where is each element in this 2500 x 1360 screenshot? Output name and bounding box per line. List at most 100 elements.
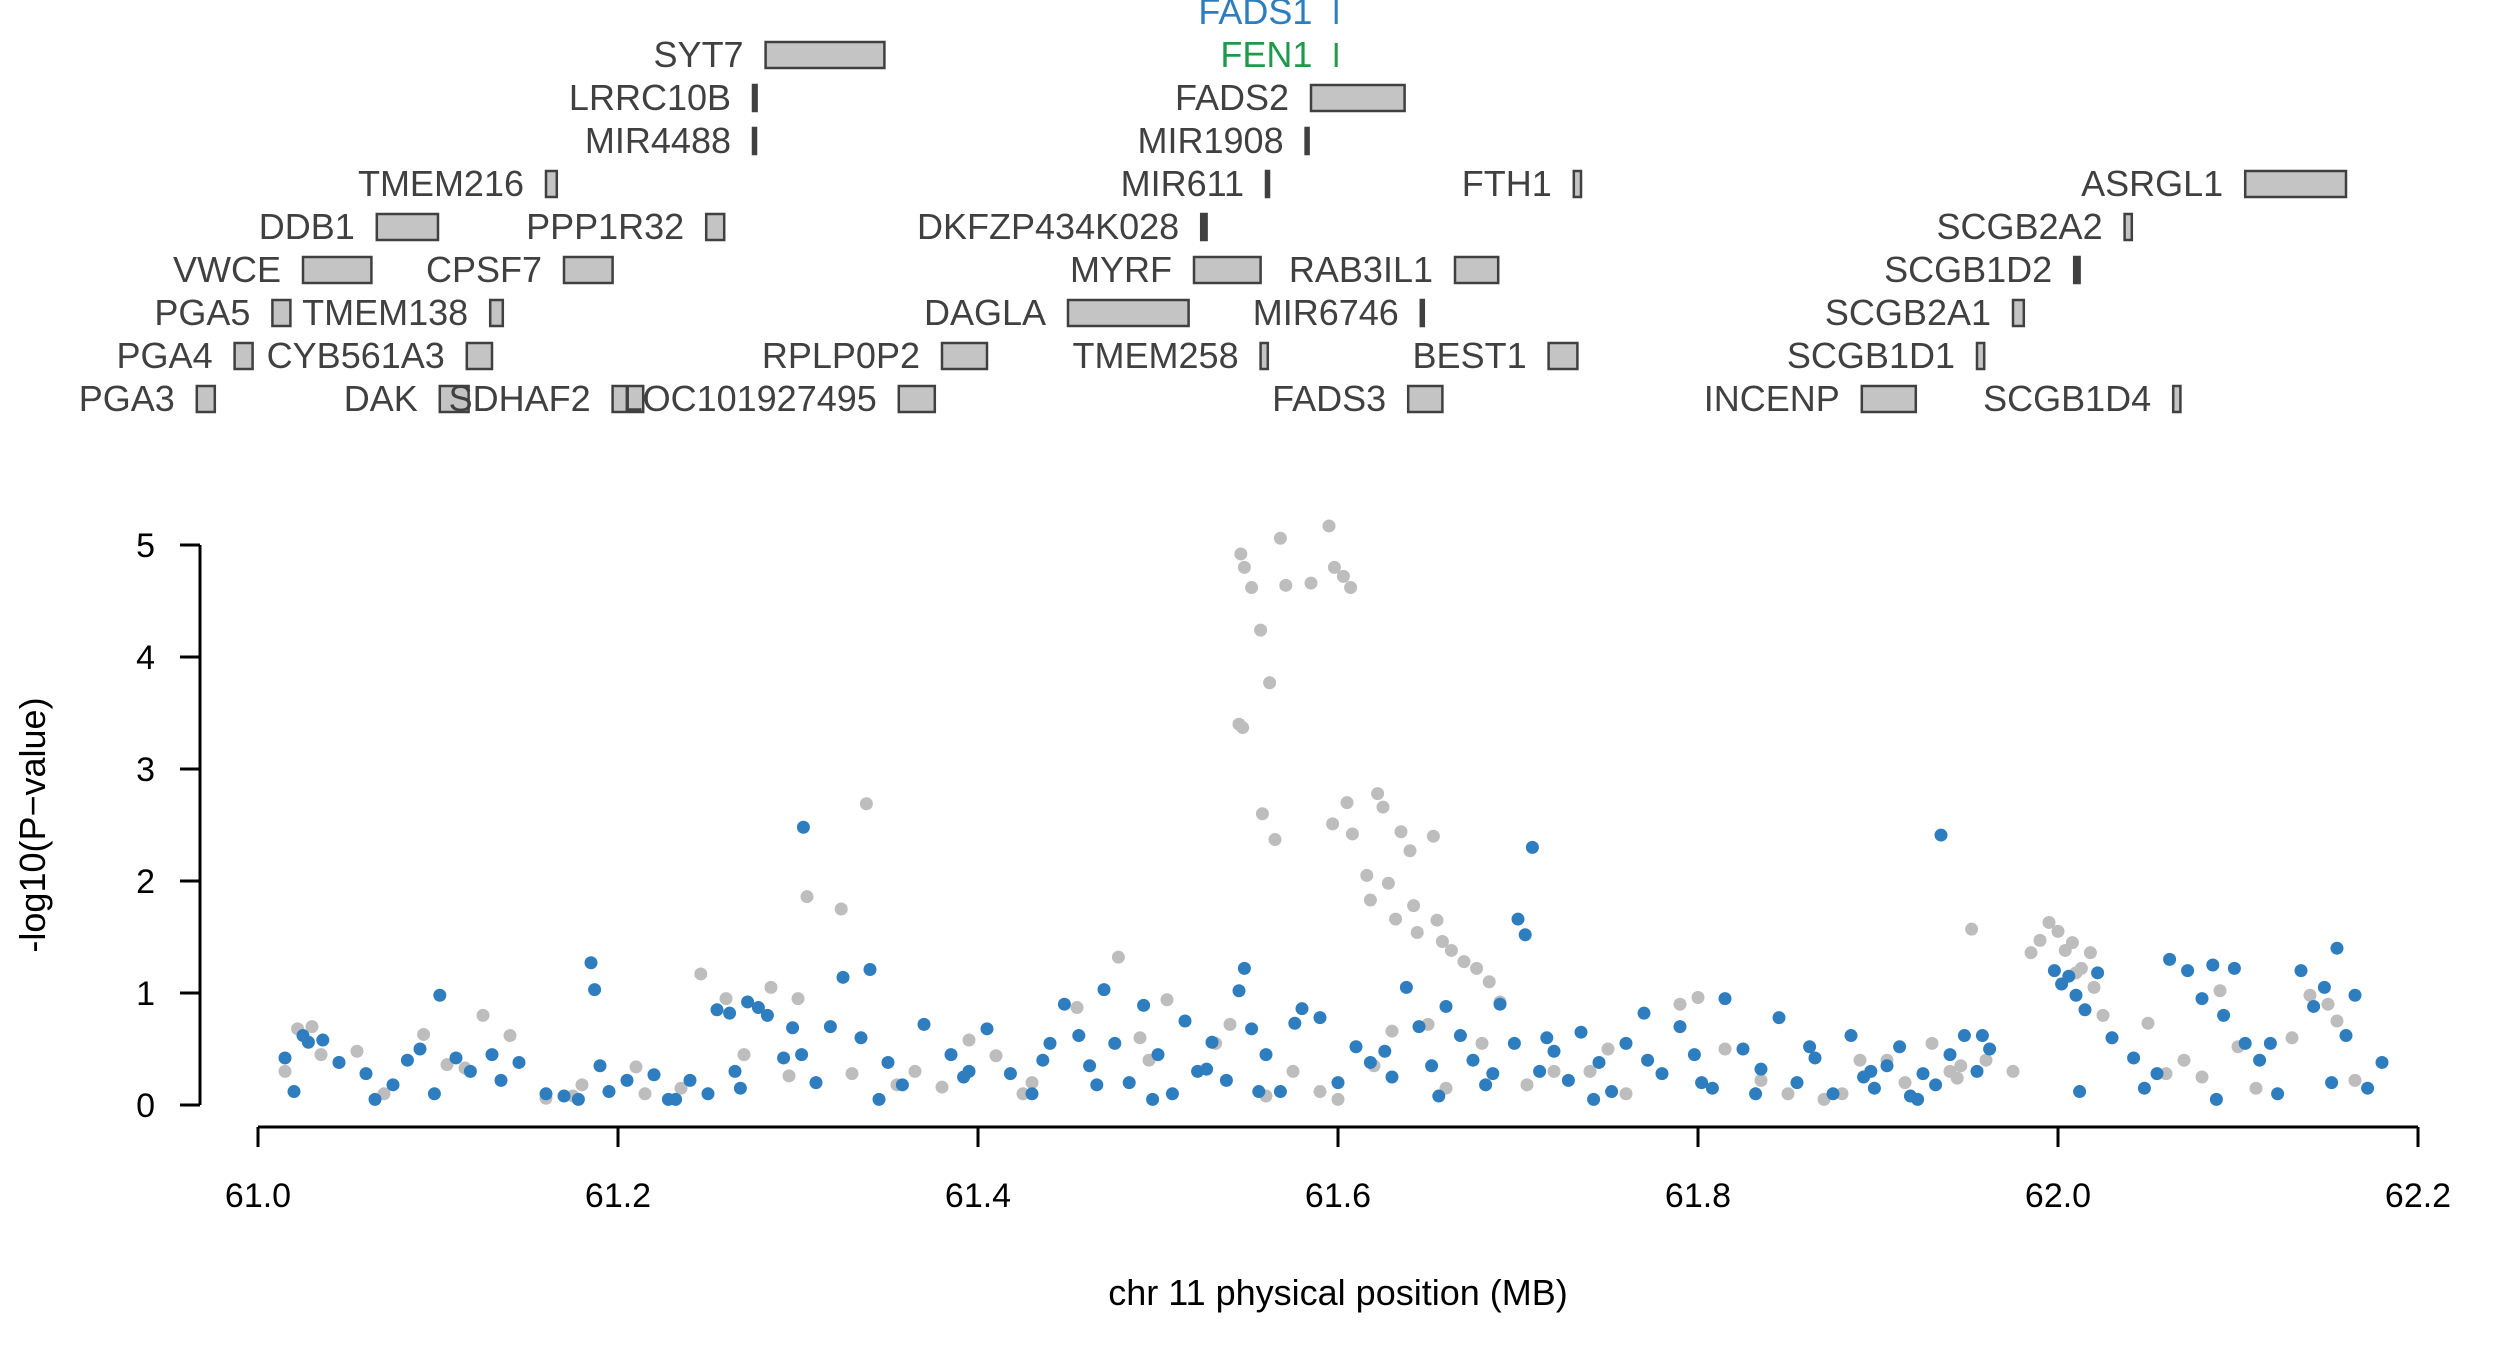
data-point-grey: [440, 1058, 454, 1072]
data-point-blue: [1295, 1002, 1309, 1016]
gene-label-fen1: FEN1: [1220, 34, 1312, 75]
data-point-grey: [2033, 933, 2047, 947]
data-point-blue: [2127, 1051, 2141, 1065]
data-point-blue: [620, 1073, 634, 1087]
data-point-grey: [1133, 1031, 1147, 1045]
gene-box-best1: [1547, 341, 1579, 371]
data-point-grey: [1925, 1036, 1939, 1050]
gene-label-mir6746: MIR6746: [1253, 292, 1399, 333]
data-point-grey: [962, 1033, 976, 1047]
data-point-blue: [296, 1029, 310, 1043]
data-point-grey: [1954, 1059, 1968, 1073]
data-point-blue: [1412, 1020, 1426, 1034]
data-point-grey: [1223, 1017, 1237, 1031]
gene-box-tmem216: [544, 169, 559, 199]
gene-box-scgb1d4: [2171, 384, 2182, 414]
data-point-grey: [1435, 934, 1449, 948]
gene-label-dak: DAK: [344, 378, 418, 419]
data-point-grey: [1070, 1001, 1084, 1015]
gene-label-best1: BEST1: [1413, 335, 1527, 376]
data-point-blue: [1808, 1051, 1822, 1065]
gene-label-tmem258: TMEM258: [1073, 335, 1239, 376]
data-point-grey: [782, 1069, 796, 1083]
data-point-blue: [1232, 984, 1246, 998]
data-point-blue: [723, 1006, 737, 1020]
data-point-grey: [1583, 1064, 1597, 1078]
data-point-blue: [1507, 1036, 1521, 1050]
gene-label-pga3: PGA3: [79, 378, 175, 419]
data-point-blue: [1695, 1076, 1709, 1090]
data-point-grey: [2177, 1053, 2191, 1067]
x-tick-label: 61.4: [945, 1177, 1011, 1215]
y-tick-label: 5: [136, 527, 155, 565]
data-point-blue: [1790, 1076, 1804, 1090]
data-point-blue: [2069, 988, 2083, 1002]
gene-label-asrgl1: ASRGL1: [2081, 163, 2223, 204]
gene-label-loc101927495: LOC101927495: [623, 378, 877, 419]
data-point-grey: [1389, 912, 1403, 926]
data-point-grey: [935, 1080, 949, 1094]
gene-label-rab3il1: RAB3IL1: [1289, 249, 1433, 290]
data-point-blue: [795, 1048, 809, 1062]
x-tick-label: 61.0: [225, 1177, 291, 1215]
data-point-grey: [2065, 936, 2079, 950]
gene-label-incenp: INCENP: [1704, 378, 1840, 419]
gene-label-tmem216: TMEM216: [358, 163, 524, 204]
data-point-blue: [1165, 1087, 1179, 1101]
data-point-grey: [1376, 800, 1390, 814]
gene-box-fads2: [1309, 83, 1406, 113]
y-tick-label: 2: [136, 863, 155, 901]
data-point-blue: [1432, 1089, 1446, 1103]
data-point-blue: [1200, 1062, 1214, 1076]
data-point-grey: [1965, 922, 1979, 936]
data-point-grey: [2087, 980, 2101, 994]
data-point-blue: [1453, 1029, 1467, 1043]
gene-box-rab3il1: [1453, 255, 1500, 285]
data-point-grey: [1160, 993, 1174, 1007]
data-point-blue: [2163, 952, 2177, 966]
data-point-blue: [1605, 1085, 1619, 1099]
gene-label-lrrc10b: LRRC10B: [569, 77, 731, 118]
data-point-blue: [1826, 1087, 1840, 1101]
data-point-blue: [1772, 1011, 1786, 1025]
data-point-grey: [1754, 1073, 1768, 1087]
gene-box-lrrc10b: [751, 83, 758, 113]
data-point-grey: [278, 1064, 292, 1078]
data-point-blue: [494, 1073, 508, 1087]
data-point-blue: [917, 1017, 931, 1031]
data-point-grey: [1268, 833, 1282, 847]
data-point-grey: [1286, 1064, 1300, 1078]
data-point-blue: [2062, 969, 2076, 983]
data-point-blue: [796, 820, 810, 834]
data-point-blue: [2105, 1031, 2119, 1045]
gene-label-mir611: MIR611: [1121, 163, 1244, 204]
data-point-blue: [2078, 1003, 2092, 1017]
gene-box-dak: [438, 384, 470, 414]
gene-label-ddb1: DDB1: [259, 206, 355, 247]
data-point-grey: [1475, 1036, 1489, 1050]
data-point-blue: [2361, 1081, 2375, 1095]
data-point-grey: [2285, 1031, 2299, 1045]
data-point-grey: [908, 1064, 922, 1078]
data-point-grey: [1344, 581, 1358, 595]
gene-box-tmem258: [1259, 341, 1270, 371]
data-point-grey: [1691, 990, 1705, 1004]
data-point-blue: [2307, 999, 2321, 1013]
data-point-blue: [316, 1033, 330, 1047]
data-point-grey: [989, 1049, 1003, 1063]
data-point-blue: [1385, 1070, 1399, 1084]
data-point-grey: [1430, 913, 1444, 927]
data-point-blue: [1219, 1073, 1233, 1087]
data-point-grey: [1979, 1053, 1993, 1067]
data-point-blue: [386, 1078, 400, 1092]
data-point-blue: [1378, 1044, 1392, 1058]
gene-box-myrf: [1192, 255, 1262, 285]
data-point-grey: [1457, 955, 1471, 969]
data-point-blue: [1970, 1064, 1984, 1078]
data-point-blue: [786, 1021, 800, 1035]
gene-label-vwce: VWCE: [173, 249, 281, 290]
data-point-blue: [1916, 1067, 1930, 1081]
gene-box-pga5: [271, 298, 292, 328]
y-tick-label: 4: [136, 639, 155, 677]
